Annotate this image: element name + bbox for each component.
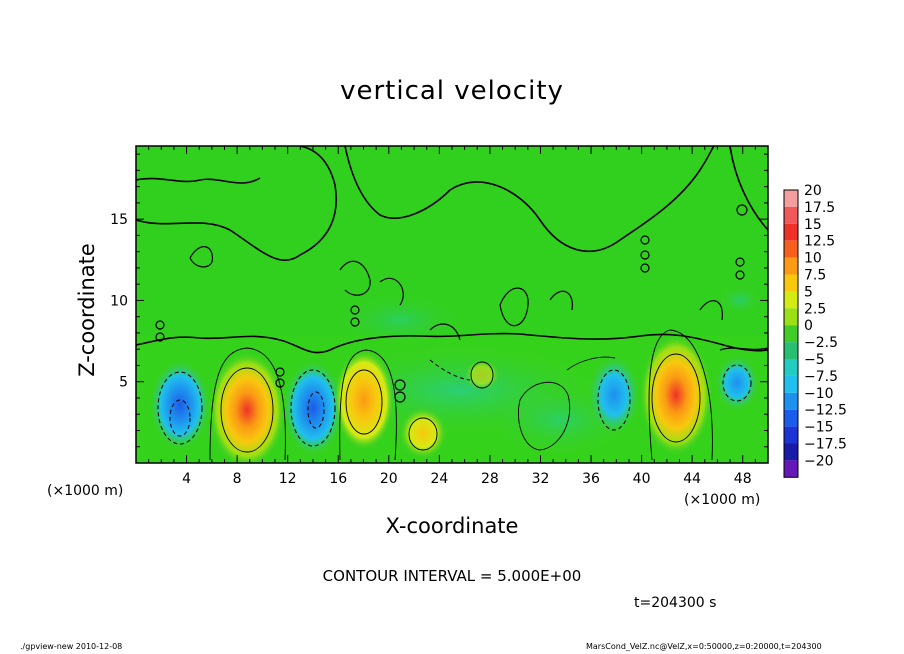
colorbar: 2017.51512.5107.552.50−2.5−5−7.5−10−12.5…: [783, 183, 847, 478]
colorbar-swatch: [784, 206, 798, 224]
cell-downdraft-4: [715, 355, 759, 411]
colorbar-label: 7.5: [804, 268, 826, 284]
colorbar-swatch: [784, 325, 798, 343]
colorbar-swatch: [784, 392, 798, 410]
cyan-patch-3: [720, 286, 760, 314]
y-tick-label: 5: [119, 375, 128, 391]
colorbar-label: −17.5: [804, 437, 847, 453]
y-tick-label: 10: [110, 293, 128, 309]
y-tick-label: 15: [110, 212, 128, 228]
x-tick-label: 24: [430, 471, 448, 487]
cell-downdraft-3: [588, 355, 640, 435]
colorbar-swatch: [784, 359, 798, 376]
x-unit-label-right: (×1000 m): [684, 492, 761, 508]
colorbar-swatch: [784, 223, 798, 241]
time-label: t=204300 s: [634, 595, 717, 611]
negative-contours: [157, 359, 752, 447]
cell-downdraft-2: [283, 360, 343, 456]
colorbar-label: −5: [804, 352, 825, 368]
cell-updraft-2: [334, 350, 394, 450]
x-tick-label: 8: [233, 471, 242, 487]
chart-title: vertical velocity: [340, 76, 564, 106]
x-tick-label: 12: [279, 471, 297, 487]
x-axis-label: X-coordinate: [385, 514, 519, 538]
colorbar-label: −15: [804, 420, 834, 436]
colorbar-label: −7.5: [804, 369, 838, 385]
colorbar-swatch: [784, 426, 798, 444]
colorbar-label: 5: [804, 284, 813, 300]
x-tick-label: 48: [734, 471, 752, 487]
colorbar-label: −2.5: [804, 335, 838, 351]
x-tick-label: 16: [329, 471, 347, 487]
colorbar-label: 15: [804, 217, 822, 233]
colorbar-frame: [783, 189, 799, 478]
inner-contours: [209, 329, 713, 461]
colorbar-swatch: [784, 409, 798, 427]
x-tick-label: 20: [380, 471, 398, 487]
x-tick-label: 36: [582, 471, 600, 487]
colorbar-label: −12.5: [804, 403, 847, 419]
colorbar-swatch: [784, 342, 798, 359]
x-tick-label: 40: [633, 471, 651, 487]
colorbar-swatch: [784, 460, 798, 478]
colorbar-swatch: [784, 291, 798, 309]
colorbar-swatch: [784, 190, 798, 207]
small-contours: [155, 204, 768, 403]
colorbar-label: 10: [804, 251, 822, 267]
x-tick-label: 44: [683, 471, 701, 487]
colorbar-label: −20: [804, 453, 834, 469]
colorbar-swatch: [784, 375, 798, 393]
colorbar-label: −10: [804, 386, 834, 402]
zero-contours: [136, 146, 768, 354]
upper-layer: [136, 146, 768, 336]
cell-updraft-3: [399, 407, 447, 459]
colorbar-label: 20: [804, 183, 822, 199]
x-tick-label: 32: [532, 471, 550, 487]
cell-updraft-5: [464, 359, 500, 391]
x-tick-label: 4: [182, 471, 191, 487]
colorbar-swatch: [784, 240, 798, 258]
x-tick-label: 28: [481, 471, 499, 487]
cell-updraft-4: [640, 335, 712, 455]
colorbar-label: 17.5: [804, 200, 835, 216]
x-unit-label-left: (×1000 m): [47, 483, 124, 499]
colorbar-swatch: [784, 443, 798, 461]
colorbar-swatch: [784, 308, 798, 326]
velocity-field: [136, 146, 768, 463]
cyan-patch: [340, 295, 460, 345]
x-axis-ticks: 4 8 12 16 20 24 28 32 36 40 44 48: [148, 146, 756, 487]
colorbar-swatch: [784, 257, 798, 275]
colorbar-label: 12.5: [804, 234, 835, 250]
y-axis-ticks: 5 10 15: [110, 153, 768, 448]
colorbar-label: 2.5: [804, 301, 826, 317]
footer-left: ./gpview-new 2010-12-08: [20, 642, 123, 651]
cell-updraft-1: [209, 352, 285, 463]
colorbar-label: 0: [804, 318, 813, 334]
contour-interval-label: CONTOUR INTERVAL = 5.000E+00: [322, 567, 582, 585]
colorbar-swatch: [784, 274, 798, 292]
footer-right: MarsCond_VelZ.nc@VelZ,x=0:50000,z=0:2000…: [586, 642, 822, 651]
